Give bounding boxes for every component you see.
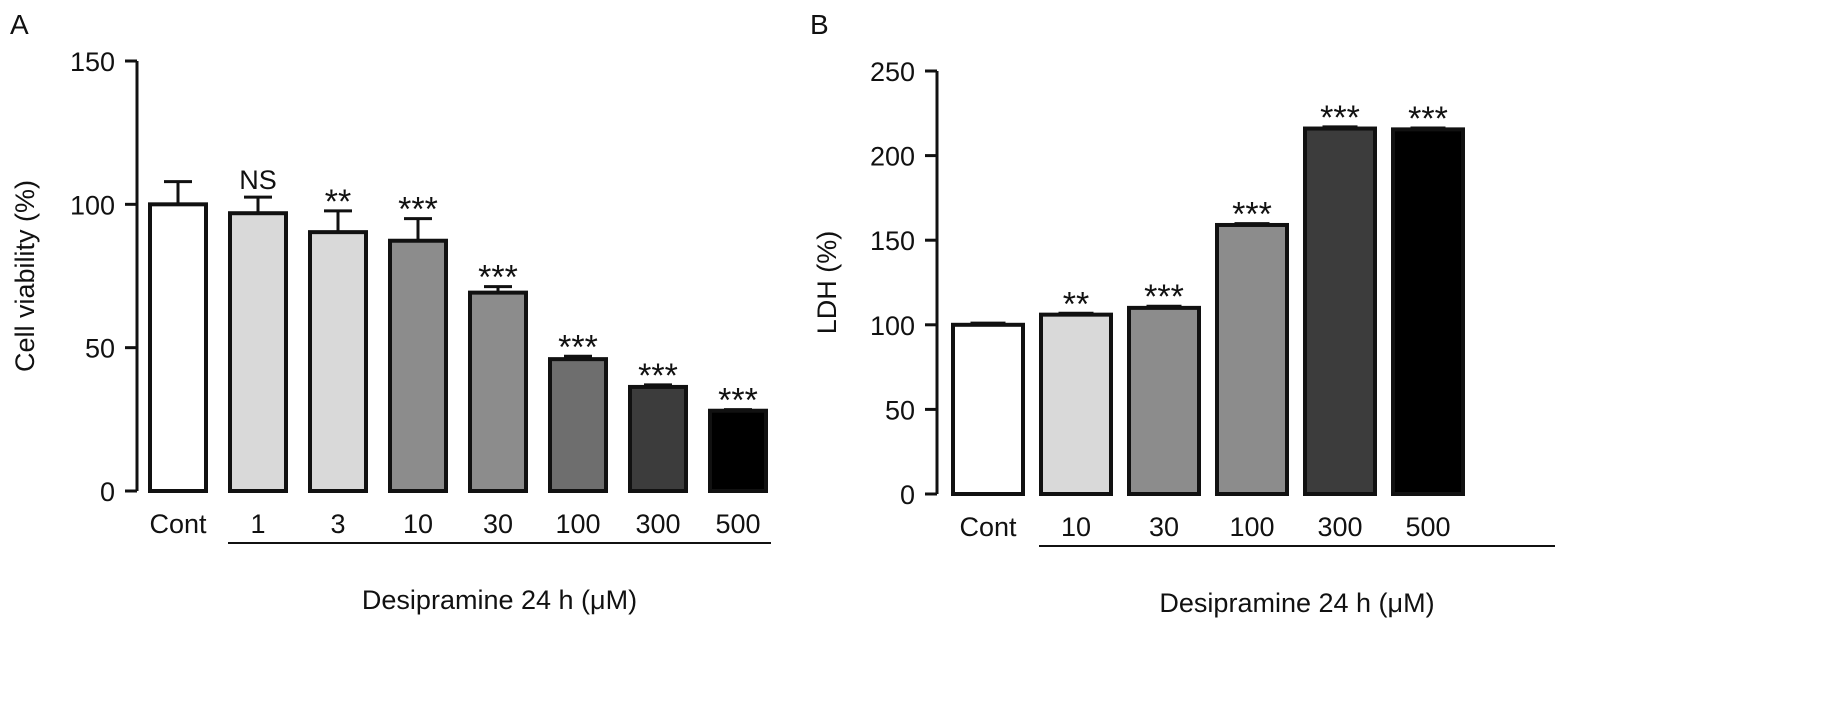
significance-label: *** <box>1320 99 1360 137</box>
significance-label: *** <box>1408 100 1448 138</box>
bar-Cont <box>148 202 208 493</box>
bar-30 <box>1127 305 1201 496</box>
bar-100 <box>548 357 608 493</box>
x-tick-label: 300 <box>1317 512 1362 542</box>
y-tick-label: 50 <box>885 395 915 425</box>
x-tick-label: 500 <box>715 509 760 539</box>
significance-label: *** <box>638 357 678 395</box>
x-tick-label: 30 <box>483 509 513 539</box>
y-tick-label: 0 <box>900 480 915 510</box>
y-tick-label: 50 <box>85 334 115 364</box>
bar-1 <box>228 211 288 493</box>
x-tick-label: 100 <box>555 509 600 539</box>
x-tick-label: Cont <box>149 509 207 539</box>
bar-30 <box>468 290 528 494</box>
y-tick-label: 200 <box>870 142 915 172</box>
x-tick-label: 500 <box>1405 512 1450 542</box>
y-axis-label: LDH (%) <box>812 231 842 335</box>
chart-panel-b: 0 50 100 150 200 250 LDH (%) Cont ** 10 *** 30 *** 10… <box>812 57 1555 618</box>
x-tick-label: 30 <box>1149 512 1179 542</box>
y-tick-label: 100 <box>870 311 915 341</box>
bar-10 <box>1039 312 1113 497</box>
y-tick-label: 250 <box>870 57 915 87</box>
significance-label: *** <box>1232 196 1272 234</box>
y-tick-label: 150 <box>870 226 915 256</box>
significance-label: *** <box>478 259 518 297</box>
bar-Cont <box>951 322 1025 496</box>
bar-3 <box>308 230 368 493</box>
panel-label-a: A <box>10 9 29 40</box>
significance-label: *** <box>558 328 598 366</box>
significance-label: *** <box>398 191 438 229</box>
bar-100 <box>1215 222 1289 497</box>
significance-label: ** <box>1063 285 1089 323</box>
panel-label-b: B <box>810 9 829 40</box>
chart-panel-a: 0 50 100 150 Cell viability (%) Cont NS 1 ** 3 ***… <box>10 47 771 615</box>
x-tick-label: 10 <box>403 509 433 539</box>
significance-label: NS <box>239 165 277 195</box>
y-axis-label: Cell viability (%) <box>10 180 40 372</box>
y-tick-label: 100 <box>70 190 115 220</box>
y-tick-label: 150 <box>70 47 115 77</box>
significance-label: *** <box>1144 278 1184 316</box>
y-tick-label: 0 <box>100 477 115 507</box>
x-axis-label: Desipramine 24 h (μM) <box>362 585 637 615</box>
significance-label: ** <box>325 183 351 221</box>
bar-300 <box>628 384 688 493</box>
bar-500 <box>1391 127 1465 496</box>
x-tick-label: Cont <box>959 512 1017 542</box>
x-axis-label: Desipramine 24 h (μM) <box>1159 588 1434 618</box>
bar-500 <box>708 408 768 494</box>
bar-300 <box>1303 126 1377 496</box>
x-tick-label: 300 <box>635 509 680 539</box>
bar-10 <box>388 238 448 493</box>
x-tick-label: 1 <box>250 509 265 539</box>
x-tick-label: 100 <box>1229 512 1274 542</box>
x-tick-label: 10 <box>1061 512 1091 542</box>
significance-label: *** <box>718 382 758 420</box>
x-tick-label: 3 <box>330 509 345 539</box>
